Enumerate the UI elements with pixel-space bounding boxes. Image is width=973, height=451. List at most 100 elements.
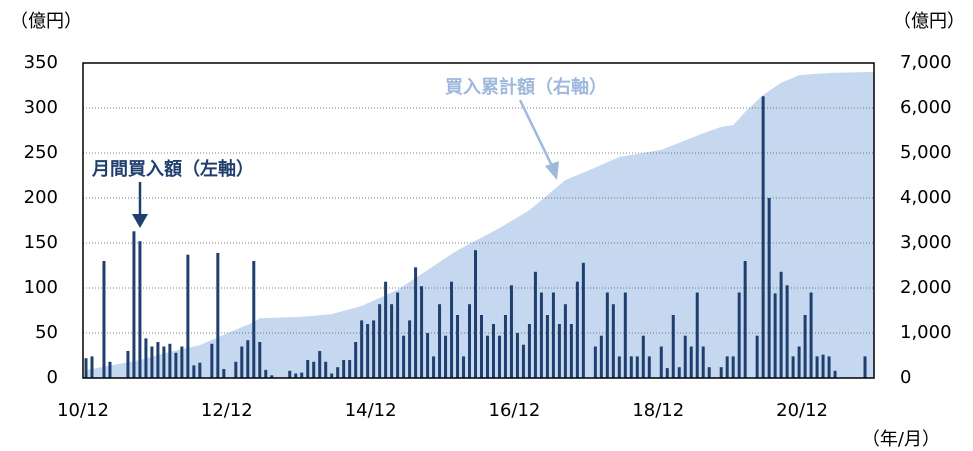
bar xyxy=(372,320,376,378)
bar xyxy=(378,304,382,378)
y2-tick-label: 0 xyxy=(900,367,911,388)
x-tick-label: 12/12 xyxy=(201,400,253,421)
bar xyxy=(126,351,130,378)
bar xyxy=(474,250,478,378)
y2-axis-label: （億円） xyxy=(893,11,965,32)
bar xyxy=(438,304,442,378)
bar xyxy=(485,335,489,378)
arrow-head xyxy=(545,161,559,180)
bar xyxy=(743,261,747,378)
bar xyxy=(635,356,639,378)
bar xyxy=(605,292,609,378)
bar xyxy=(342,360,346,378)
annotation-left: 月間買入額（左軸） xyxy=(91,158,254,180)
bar xyxy=(563,304,567,378)
y-axis-label: （億円） xyxy=(10,11,82,32)
bar xyxy=(689,346,693,378)
bar xyxy=(581,262,585,378)
bar xyxy=(737,292,741,378)
bar xyxy=(360,320,364,378)
bar xyxy=(497,335,501,378)
bar xyxy=(617,356,621,378)
arrow xyxy=(518,99,555,169)
y2-tick-label: 5,000 xyxy=(900,142,952,163)
bar xyxy=(629,356,633,378)
bar xyxy=(324,361,328,378)
arrow-head xyxy=(132,214,148,228)
bar xyxy=(306,360,310,378)
y-tick-label: 150 xyxy=(24,232,58,253)
bar xyxy=(803,315,807,378)
bar xyxy=(354,342,358,378)
bar xyxy=(156,342,160,378)
bar xyxy=(294,373,298,378)
bar xyxy=(270,375,274,378)
bar xyxy=(701,346,705,378)
bar xyxy=(420,286,424,378)
bar xyxy=(252,261,256,378)
y2-tick-label: 4,000 xyxy=(900,187,952,208)
area xyxy=(86,72,874,378)
y-tick-label: 200 xyxy=(24,187,58,208)
y2-tick-label: 7,000 xyxy=(900,52,952,73)
bar xyxy=(599,335,603,378)
bar xyxy=(234,361,238,378)
y2-tick-label: 2,000 xyxy=(900,277,952,298)
bar xyxy=(761,96,765,379)
bar xyxy=(719,367,723,378)
bar xyxy=(468,304,472,378)
bar xyxy=(414,267,418,378)
bar xyxy=(863,356,867,378)
bar xyxy=(707,367,711,378)
annotation-right: 買入累計額（右軸） xyxy=(445,76,607,98)
bar xyxy=(450,281,454,378)
bar xyxy=(318,351,322,378)
bar xyxy=(240,346,244,378)
bar xyxy=(815,356,819,378)
bar xyxy=(515,333,519,378)
bar xyxy=(258,342,262,378)
bar xyxy=(90,356,94,378)
plot-area xyxy=(83,72,874,379)
bar xyxy=(821,354,825,378)
bar xyxy=(659,346,663,378)
bar xyxy=(545,315,549,378)
bar xyxy=(216,252,220,378)
bar xyxy=(444,335,448,378)
x-tick-label: 10/12 xyxy=(57,400,109,421)
bar xyxy=(108,361,112,378)
bar xyxy=(198,362,202,378)
bar xyxy=(288,370,292,378)
bar xyxy=(390,304,394,378)
bar xyxy=(336,367,340,378)
bar xyxy=(791,356,795,378)
y-tick-label: 0 xyxy=(47,367,58,388)
y-tick-label: 300 xyxy=(24,97,58,118)
bar xyxy=(174,352,178,378)
bar xyxy=(192,365,196,378)
bar xyxy=(725,356,729,378)
bar xyxy=(432,356,436,378)
bar xyxy=(623,292,627,378)
y2-tick-label: 6,000 xyxy=(900,97,952,118)
bar xyxy=(593,346,597,378)
bar xyxy=(665,368,669,378)
bar xyxy=(264,369,268,378)
bar xyxy=(755,335,759,378)
y2-tick-label: 1,000 xyxy=(900,322,952,343)
x-tick-label: 14/12 xyxy=(345,400,397,421)
bar xyxy=(144,338,148,378)
x-tick-label: 20/12 xyxy=(776,400,828,421)
y-tick-label: 50 xyxy=(35,322,58,343)
bar xyxy=(809,292,813,378)
bar xyxy=(731,356,735,378)
bar xyxy=(797,346,801,378)
bar xyxy=(480,315,483,378)
bar xyxy=(168,343,172,378)
bar xyxy=(330,373,334,378)
bar xyxy=(384,281,388,378)
bar xyxy=(210,343,214,378)
bar xyxy=(509,285,513,378)
bar xyxy=(521,344,525,378)
